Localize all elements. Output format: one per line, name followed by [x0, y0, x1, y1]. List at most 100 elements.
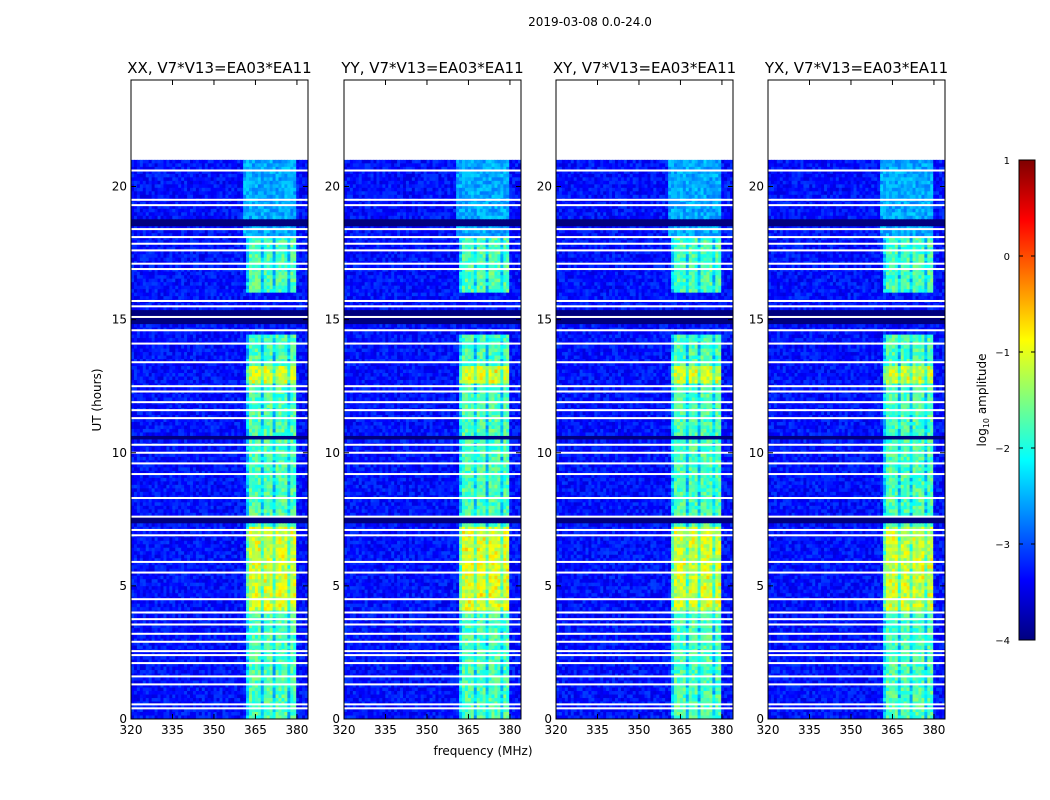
heatmap-cell [213, 257, 218, 262]
heatmap-cell [131, 250, 135, 255]
heatmap-cell [296, 411, 300, 416]
heatmap-cell [181, 240, 185, 245]
heatmap-cell [249, 264, 253, 269]
heatmap-cell [228, 366, 232, 371]
heatmap-cell [219, 306, 224, 311]
heatmap-cell [222, 348, 226, 353]
heatmap-cell [166, 414, 170, 420]
heatmap-cell [260, 439, 265, 444]
heatmap-cell [201, 229, 206, 234]
heatmap-cell [243, 435, 247, 441]
heatmap-cell [263, 268, 268, 273]
heatmap-cell [296, 418, 300, 423]
heatmap-cell [216, 177, 221, 182]
heatmap-cell [163, 397, 167, 402]
heatmap-cell [154, 194, 159, 199]
heatmap-cell [181, 278, 185, 283]
heatmap-cell [181, 292, 185, 297]
heatmap-cell [201, 173, 206, 178]
heatmap-cell [246, 310, 250, 315]
heatmap-cell [263, 163, 268, 168]
heatmap-cell [175, 428, 179, 434]
heatmap-cell [287, 425, 291, 430]
heatmap-cell [293, 275, 297, 280]
heatmap-cell [302, 369, 306, 374]
heatmap-cell [222, 278, 226, 283]
heatmap-cell [246, 257, 250, 262]
heatmap-cell [198, 177, 203, 182]
heatmap-cell [190, 257, 194, 262]
heatmap-cell [266, 303, 271, 308]
heatmap-cell [231, 271, 235, 276]
heatmap-cell [293, 187, 297, 192]
heatmap-cell [175, 229, 179, 234]
heatmap-cell [251, 418, 256, 423]
heatmap-cell [187, 240, 191, 245]
heatmap-cell [207, 320, 212, 325]
heatmap-cell [269, 373, 274, 378]
heatmap-cell [225, 345, 229, 350]
heatmap-cell [169, 432, 173, 437]
heatmap-cell [195, 170, 200, 175]
heatmap-cell [237, 345, 241, 350]
heatmap-cell [139, 421, 144, 427]
heatmap-cell [139, 320, 144, 325]
heatmap-cell [175, 352, 179, 357]
heatmap-cell [269, 254, 274, 259]
heatmap-cell [181, 359, 185, 364]
heatmap-cell [198, 352, 203, 357]
heatmap-cell [195, 233, 200, 238]
heatmap-cell [145, 243, 150, 248]
heatmap-cell [219, 163, 224, 168]
heatmap-cell [272, 320, 277, 325]
heatmap-cell [231, 306, 235, 311]
heatmap-cell [136, 159, 141, 164]
heatmap-cell [299, 418, 303, 423]
heatmap-cell [139, 425, 144, 430]
heatmap-cell [136, 380, 141, 385]
heatmap-cell [160, 362, 165, 367]
heatmap-cell [228, 303, 232, 308]
heatmap-cell [187, 229, 191, 234]
heatmap-cell [142, 418, 147, 423]
heatmap-cell [133, 310, 138, 315]
heatmap-cell [228, 275, 232, 280]
heatmap-cell [166, 317, 170, 322]
heatmap-cell [296, 334, 300, 339]
heatmap-cell [190, 390, 194, 395]
heatmap-cell [231, 166, 235, 171]
heatmap-cell [266, 271, 271, 276]
heatmap-cell [281, 345, 285, 350]
heatmap-cell [154, 264, 159, 269]
heatmap-cell [166, 236, 170, 241]
heatmap-cell [207, 159, 212, 164]
heatmap-cell [184, 310, 188, 315]
heatmap-cell [216, 345, 221, 350]
heatmap-cell [296, 320, 300, 325]
heatmap-cell [272, 240, 277, 245]
heatmap-cell [184, 404, 188, 409]
heatmap-cell [284, 208, 288, 213]
heatmap-cell [296, 233, 300, 238]
heatmap-cell [204, 387, 209, 392]
heatmap-cell [275, 243, 280, 248]
heatmap-cell [207, 317, 212, 322]
heatmap-cell [204, 212, 209, 217]
heatmap-cell [213, 359, 218, 364]
heatmap-cell [210, 394, 215, 399]
heatmap-cell [157, 166, 162, 171]
heatmap-cell [249, 275, 253, 280]
heatmap-cell [139, 414, 144, 420]
heatmap-cell [281, 355, 285, 360]
heatmap-cell [157, 376, 162, 381]
heatmap-cell [160, 331, 165, 336]
heatmap-cell [216, 352, 221, 357]
heatmap-cell [187, 394, 191, 399]
heatmap-cell [225, 271, 229, 276]
heatmap-cell [195, 184, 200, 189]
heatmap-cell [157, 394, 162, 399]
heatmap-cell [234, 201, 238, 206]
heatmap-cell [272, 180, 277, 185]
heatmap-cell [169, 191, 173, 196]
heatmap-cell [133, 331, 138, 336]
